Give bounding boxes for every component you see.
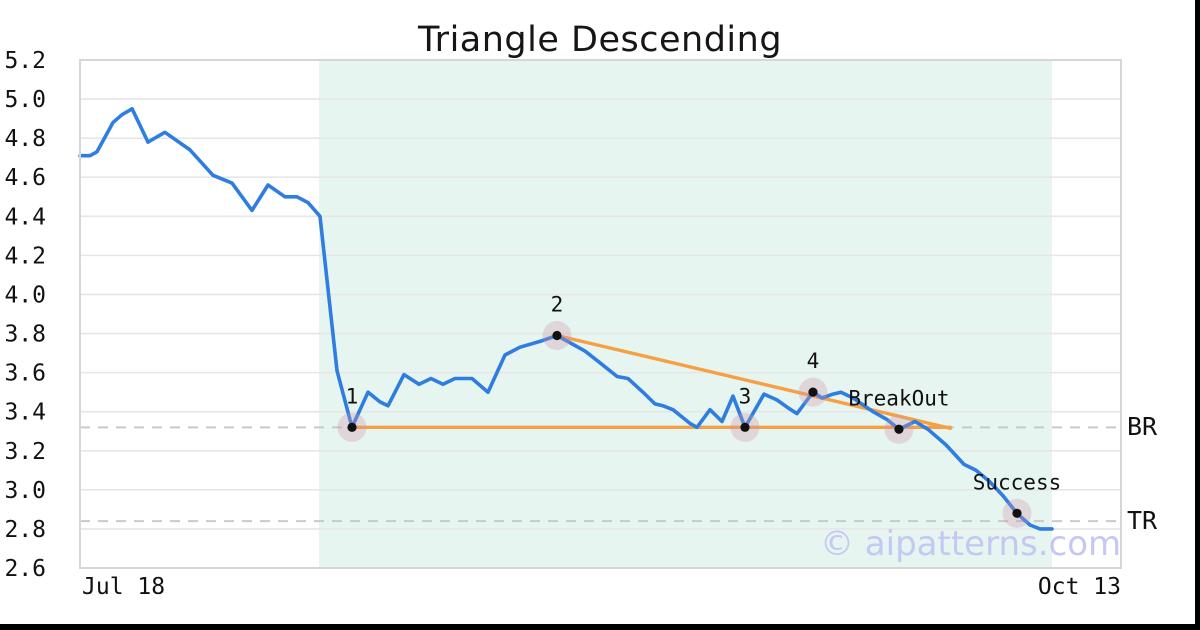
marker-label: 2 [551, 292, 564, 316]
x-axis-tick-end: Oct 13 [1037, 574, 1121, 600]
trend-line-resistance [555, 333, 952, 430]
marker-dot [552, 330, 562, 341]
chart-title: Triangle Descending [417, 20, 783, 60]
marker-dot [740, 422, 750, 432]
marker-dot [347, 422, 357, 432]
y-tick-label: 2.8 [4, 517, 46, 543]
watermark-text: © aipatterns.com [820, 524, 1122, 564]
breakout-level-label: BR [1127, 412, 1158, 442]
y-tick-label: 4.2 [4, 243, 46, 269]
marker-dot [894, 424, 904, 434]
marker-label: 3 [739, 384, 752, 408]
y-tick-label: 4.6 [4, 165, 46, 191]
marker-label: Success [973, 470, 1062, 494]
target-level-label: TR [1127, 506, 1158, 536]
marker-label: BreakOut [848, 386, 949, 410]
marker-dot [808, 387, 818, 397]
y-tick-label: 3.6 [4, 361, 46, 387]
y-tick-label: 3.8 [4, 322, 46, 348]
x-axis-tick-start: Jul 18 [82, 574, 166, 600]
y-tick-label: 3.0 [4, 478, 46, 504]
y-tick-label: 3.2 [4, 439, 46, 465]
marker-label: 1 [346, 384, 359, 408]
price-line [78, 107, 1054, 531]
y-tick-label: 3.4 [4, 400, 46, 426]
y-tick-label: 4.8 [4, 126, 46, 152]
window-border-right [1195, 0, 1200, 630]
plot-border [79, 59, 1122, 569]
marker-label: 4 [807, 349, 820, 373]
y-tick-label: 4.4 [4, 204, 46, 230]
pattern-region [319, 60, 1052, 568]
window-border-bottom [0, 624, 1200, 630]
y-tick-label: 5.0 [4, 87, 46, 113]
y-tick-label: 4.0 [4, 282, 46, 308]
marker-dot [1012, 508, 1022, 518]
y-tick-label: 2.6 [4, 556, 46, 582]
y-tick-label: 5.2 [4, 48, 46, 74]
